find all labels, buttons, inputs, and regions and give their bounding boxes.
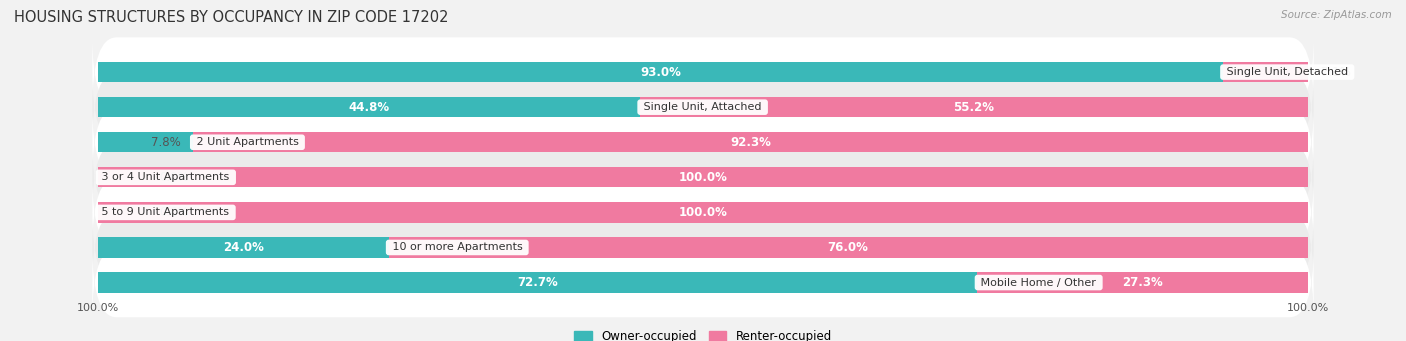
Text: 24.0%: 24.0% <box>224 241 264 254</box>
Text: 7.1%: 7.1% <box>1320 65 1351 78</box>
Text: HOUSING STRUCTURES BY OCCUPANCY IN ZIP CODE 17202: HOUSING STRUCTURES BY OCCUPANCY IN ZIP C… <box>14 10 449 25</box>
Text: Source: ZipAtlas.com: Source: ZipAtlas.com <box>1281 10 1392 20</box>
Text: 92.3%: 92.3% <box>730 136 772 149</box>
FancyBboxPatch shape <box>93 177 1313 248</box>
Text: 44.8%: 44.8% <box>349 101 389 114</box>
Bar <box>98 62 1223 82</box>
Text: 55.2%: 55.2% <box>953 101 994 114</box>
FancyBboxPatch shape <box>93 142 1313 213</box>
Text: 100.0%: 100.0% <box>679 171 727 184</box>
Bar <box>98 167 1308 188</box>
Text: 0.0%: 0.0% <box>159 206 190 219</box>
Bar <box>98 272 977 293</box>
Text: 76.0%: 76.0% <box>828 241 869 254</box>
Bar <box>98 202 1308 223</box>
Bar <box>98 97 640 117</box>
Text: 0.0%: 0.0% <box>159 171 190 184</box>
Legend: Owner-occupied, Renter-occupied: Owner-occupied, Renter-occupied <box>569 326 837 341</box>
Bar <box>98 132 193 152</box>
Text: 7.8%: 7.8% <box>150 136 180 149</box>
Text: 3 or 4 Unit Apartments: 3 or 4 Unit Apartments <box>98 172 233 182</box>
Bar <box>977 272 1308 293</box>
Text: 93.0%: 93.0% <box>640 65 681 78</box>
FancyBboxPatch shape <box>93 107 1313 178</box>
Text: Single Unit, Attached: Single Unit, Attached <box>640 102 765 112</box>
FancyBboxPatch shape <box>93 212 1313 283</box>
FancyBboxPatch shape <box>93 72 1313 143</box>
FancyBboxPatch shape <box>93 37 1313 107</box>
FancyBboxPatch shape <box>93 247 1313 318</box>
Text: 27.3%: 27.3% <box>1122 276 1163 289</box>
Text: 2 Unit Apartments: 2 Unit Apartments <box>193 137 302 147</box>
Text: Single Unit, Detached: Single Unit, Detached <box>1223 67 1351 77</box>
Text: 10 or more Apartments: 10 or more Apartments <box>388 242 526 252</box>
Text: 100.0%: 100.0% <box>679 206 727 219</box>
Bar <box>640 97 1308 117</box>
Text: 5 to 9 Unit Apartments: 5 to 9 Unit Apartments <box>98 207 233 218</box>
Bar <box>98 237 388 258</box>
Bar <box>1223 62 1309 82</box>
Bar <box>193 132 1309 152</box>
Bar <box>388 237 1308 258</box>
Text: Mobile Home / Other: Mobile Home / Other <box>977 278 1099 287</box>
Text: 72.7%: 72.7% <box>517 276 558 289</box>
